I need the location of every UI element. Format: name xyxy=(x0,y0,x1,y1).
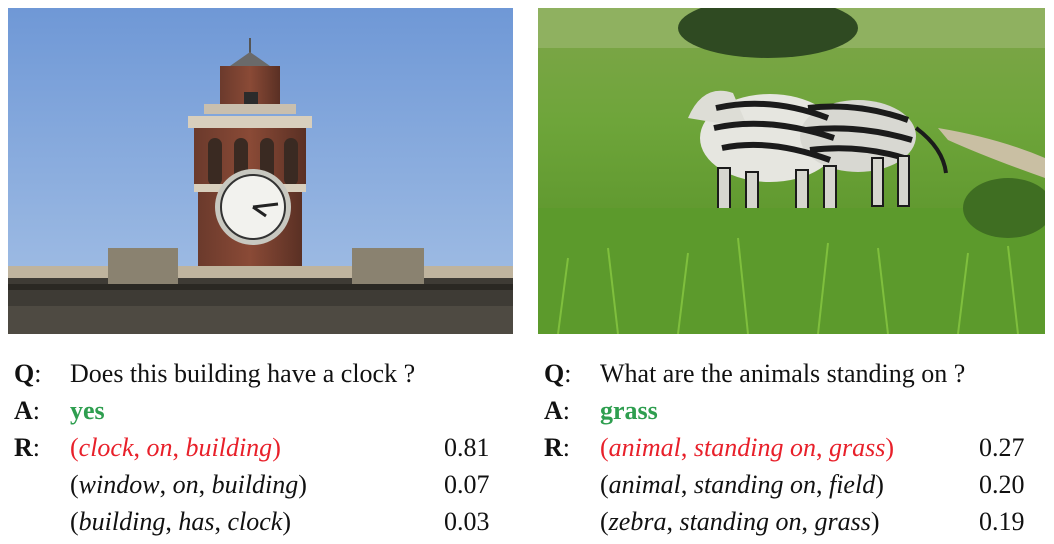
clock-tower-illustration xyxy=(8,8,513,334)
relation-triple: (animal, standing on, field) xyxy=(600,470,884,499)
relation-row: (window, on, building) 0.07 xyxy=(14,466,514,503)
relation-score: 0.81 xyxy=(444,433,490,462)
zebras-illustration xyxy=(538,8,1045,334)
relation-row: R: (clock, on, building) 0.81 xyxy=(14,429,514,466)
clock-tower-photo xyxy=(8,8,513,334)
relation-triple: (window, on, building) xyxy=(70,470,307,499)
relation-score: 0.03 xyxy=(444,507,490,536)
relation-triple: (animal, standing on, grass) xyxy=(600,433,895,462)
relation-row: R: (animal, standing on, grass) 0.27 xyxy=(544,429,1044,466)
answer-text: yes xyxy=(70,396,105,425)
answer-row: A: grass xyxy=(544,392,1044,429)
relation-score: 0.07 xyxy=(444,470,490,499)
relations-key: R: xyxy=(14,433,41,462)
answer-row: A: yes xyxy=(14,392,514,429)
example-2-qa: Q: What are the animals standing on ? A:… xyxy=(544,355,1044,540)
question-text: Does this building have a clock ? xyxy=(70,359,416,388)
answer-key: A: xyxy=(544,396,571,425)
answer-key: A: xyxy=(14,396,41,425)
relation-score: 0.27 xyxy=(979,433,1025,462)
zebras-photo xyxy=(538,8,1045,334)
question-row: Q: Does this building have a clock ? xyxy=(14,355,514,392)
relation-row: (zebra, standing on, grass) 0.19 xyxy=(544,503,1044,540)
relation-row: (building, has, clock) 0.03 xyxy=(14,503,514,540)
relation-score: 0.19 xyxy=(979,507,1025,536)
answer-text: grass xyxy=(600,396,658,425)
question-row: Q: What are the animals standing on ? xyxy=(544,355,1044,392)
relation-triple: (clock, on, building) xyxy=(70,433,281,462)
relations-key: R: xyxy=(544,433,571,462)
relation-triple: (building, has, clock) xyxy=(70,507,291,536)
question-key: Q: xyxy=(14,359,42,388)
question-key: Q: xyxy=(544,359,572,388)
example-1-qa: Q: Does this building have a clock ? A: … xyxy=(14,355,514,540)
relation-row: (animal, standing on, field) 0.20 xyxy=(544,466,1044,503)
relation-triple: (zebra, standing on, grass) xyxy=(600,507,880,536)
relation-score: 0.20 xyxy=(979,470,1025,499)
question-text: What are the animals standing on ? xyxy=(600,359,966,388)
